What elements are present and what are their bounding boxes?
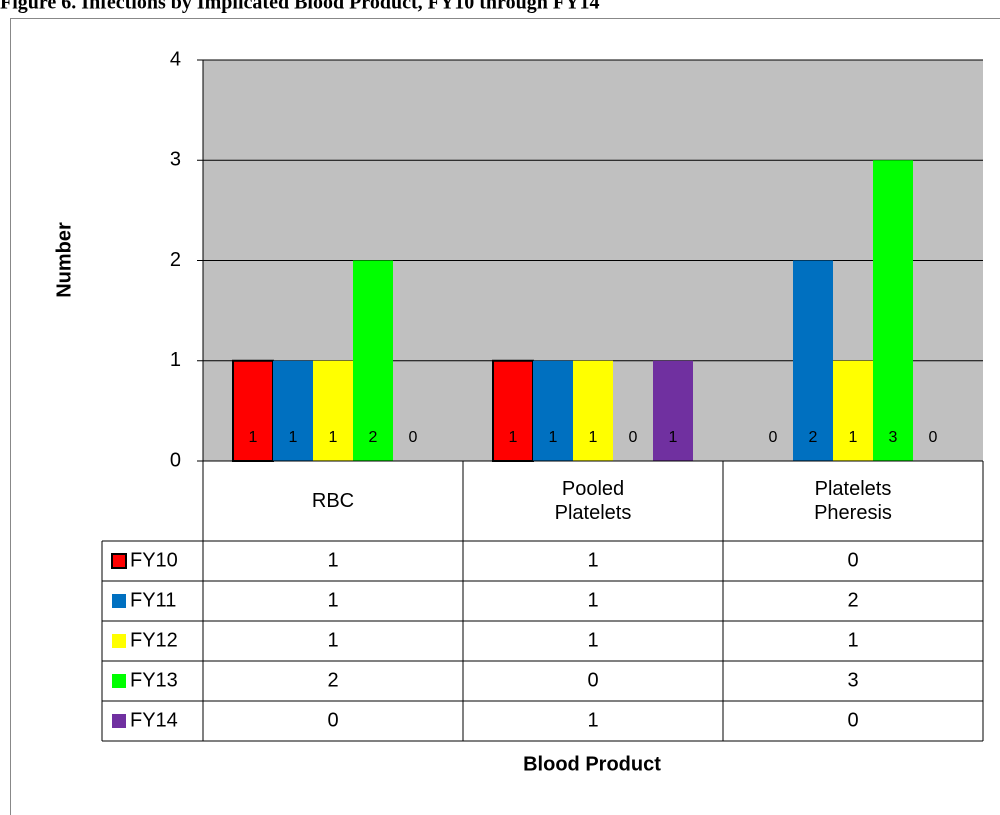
legend-label: FY14 bbox=[130, 709, 178, 731]
y-tick-label: 4 bbox=[170, 48, 181, 70]
y-tick-label: 0 bbox=[170, 449, 181, 471]
data-label: 1 bbox=[289, 429, 298, 446]
bar bbox=[353, 260, 393, 461]
bar bbox=[653, 360, 693, 461]
data-label: 2 bbox=[369, 429, 378, 446]
data-label: 1 bbox=[849, 429, 858, 446]
data-label: 0 bbox=[929, 429, 938, 446]
legend-key bbox=[112, 634, 126, 648]
category-cell: Pooled Platelets bbox=[554, 478, 632, 524]
data-label: 0 bbox=[629, 429, 638, 446]
table-value: 1 bbox=[587, 589, 598, 611]
table-value: 0 bbox=[847, 709, 858, 731]
table-value: 3 bbox=[847, 669, 858, 691]
chart-title: Figure 6. Infections by Implicated Blood… bbox=[0, 0, 599, 14]
bar bbox=[273, 360, 313, 461]
legend-label: FY12 bbox=[130, 629, 178, 651]
data-label: 0 bbox=[409, 429, 418, 446]
bar bbox=[793, 260, 833, 461]
y-axis-label: Number bbox=[53, 222, 75, 298]
category-cell: Platelets Pheresis bbox=[814, 478, 892, 524]
data-label: 1 bbox=[669, 429, 678, 446]
bar bbox=[533, 360, 573, 461]
bar bbox=[873, 160, 913, 461]
data-label: 1 bbox=[249, 429, 258, 446]
table-value: 1 bbox=[327, 629, 338, 651]
y-tick-label: 2 bbox=[170, 249, 181, 271]
table-value: 1 bbox=[847, 629, 858, 651]
table-value: 1 bbox=[587, 709, 598, 731]
x-axis-label: Blood Product bbox=[523, 753, 661, 775]
legend-key bbox=[111, 553, 127, 569]
legend-key bbox=[112, 594, 126, 608]
table-value: 1 bbox=[587, 629, 598, 651]
y-tick-label: 3 bbox=[170, 149, 181, 171]
legend-label: FY11 bbox=[130, 589, 176, 611]
table-value: 0 bbox=[327, 709, 338, 731]
table-value: 1 bbox=[327, 589, 338, 611]
data-label: 1 bbox=[549, 429, 558, 446]
data-label: 1 bbox=[589, 429, 598, 446]
data-label: 1 bbox=[329, 429, 338, 446]
data-label: 3 bbox=[889, 429, 898, 446]
table-value: 1 bbox=[327, 549, 338, 571]
table-value: 1 bbox=[587, 549, 598, 571]
category-cell: RBC bbox=[311, 490, 355, 512]
legend-label: FY10 bbox=[130, 549, 178, 571]
data-label: 1 bbox=[509, 429, 518, 446]
x-tick-label: Pooled Platelets bbox=[554, 478, 632, 524]
x-tick-label: RBC bbox=[311, 490, 355, 512]
bar bbox=[833, 360, 873, 461]
y-tick-label: 1 bbox=[170, 349, 181, 371]
table-value: 2 bbox=[847, 589, 858, 611]
table-value: 0 bbox=[587, 669, 598, 691]
bar bbox=[573, 360, 613, 461]
legend-key bbox=[112, 714, 126, 728]
legend-key bbox=[112, 674, 126, 688]
table-value: 2 bbox=[327, 669, 338, 691]
data-label: 0 bbox=[769, 429, 778, 446]
bar bbox=[313, 360, 353, 461]
data-label: 2 bbox=[809, 429, 818, 446]
legend-label: FY13 bbox=[130, 669, 178, 691]
table-value: 0 bbox=[847, 549, 858, 571]
x-tick-label: Platelets Pheresis bbox=[814, 478, 892, 524]
